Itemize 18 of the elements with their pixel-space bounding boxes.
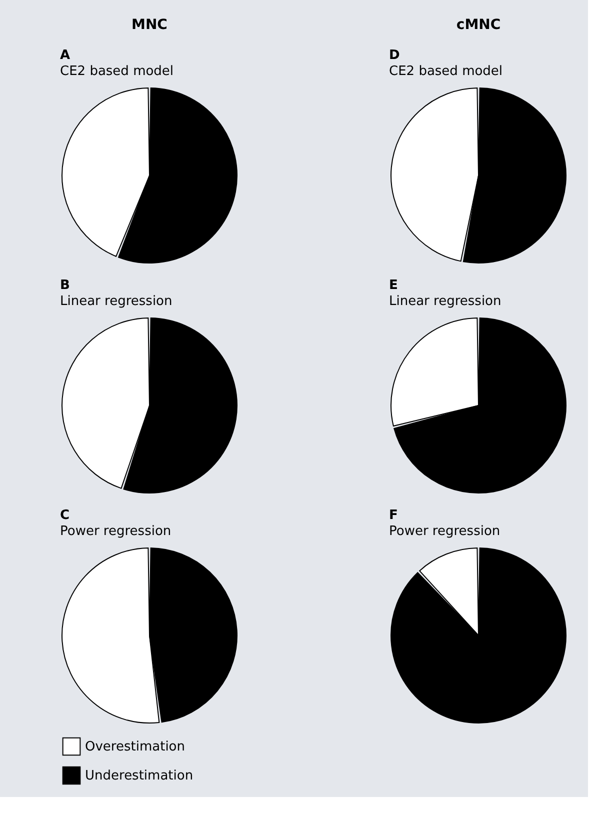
pie-slice	[390, 548, 566, 724]
text: cMNC	[456, 17, 501, 33]
chart-subtitle: Power regression	[389, 524, 500, 540]
chart-subtitle: CE2 based model	[60, 64, 174, 80]
chart-subtitle: CE2 based model	[389, 64, 503, 80]
chart-title: D	[389, 48, 400, 64]
chart-title: F	[389, 508, 398, 524]
text: MNC	[132, 17, 168, 33]
pie-slice	[394, 318, 566, 494]
chart-title: E	[389, 278, 398, 294]
chart-subtitle: Linear regression	[60, 294, 172, 310]
chart-title: A	[60, 48, 70, 64]
legend-label: Overestimation	[85, 740, 185, 754]
chart-title: B	[60, 278, 70, 294]
legend-label: Underestimation	[85, 768, 194, 784]
chart-title: C	[60, 508, 70, 524]
chart-subtitle: Linear regression	[389, 294, 502, 310]
chart-subtitle: Power regression	[60, 524, 172, 540]
